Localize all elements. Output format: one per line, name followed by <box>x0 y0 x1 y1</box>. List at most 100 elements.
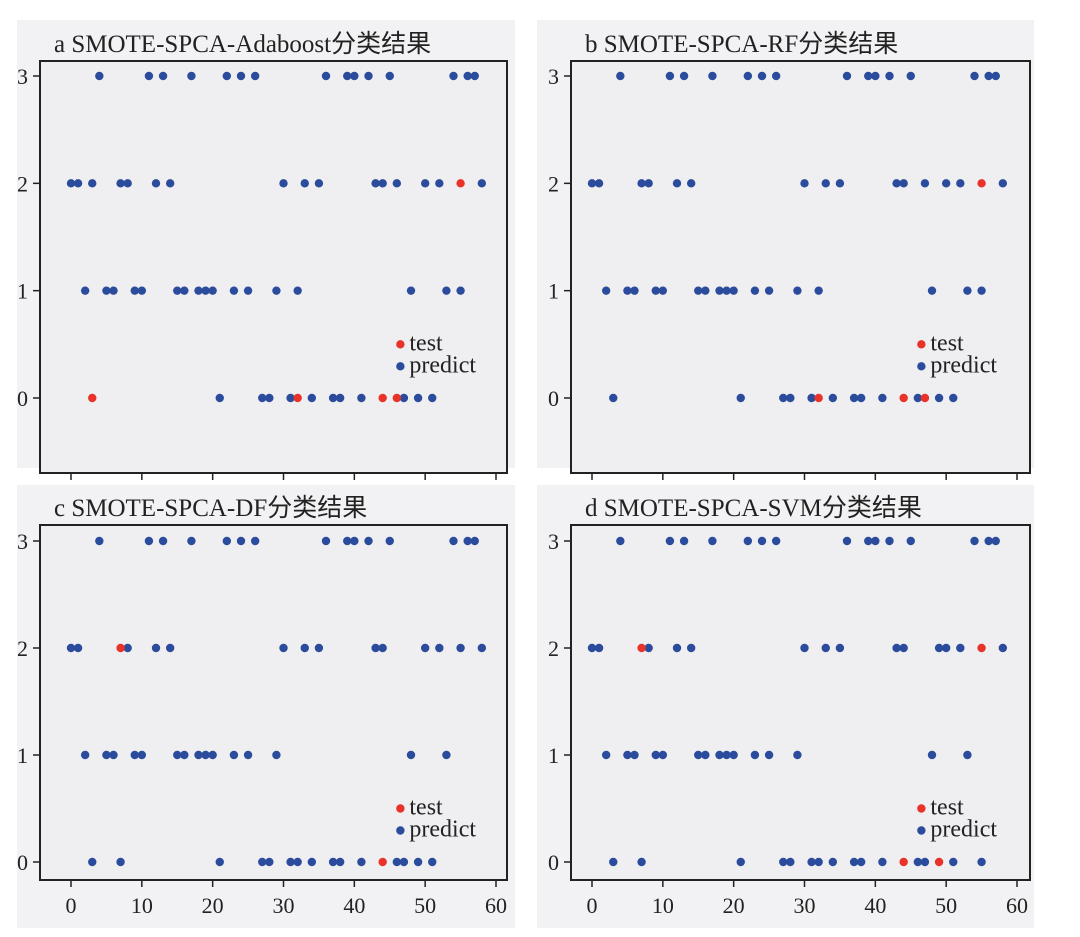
predict-point <box>984 71 993 81</box>
x-tick-label: 30 <box>273 893 295 918</box>
legend-marker-test <box>396 340 405 349</box>
predict-point <box>95 536 104 546</box>
plot-frame <box>39 524 508 881</box>
predict-point <box>215 393 224 403</box>
predict-point <box>279 643 288 653</box>
predict-point <box>679 536 689 546</box>
predict-point <box>300 643 309 653</box>
predict-point <box>130 286 139 295</box>
y-tick-label: 1 <box>17 279 28 304</box>
predict-point <box>665 536 675 546</box>
chart-panel: a SMOTE-SPCA-Adaboost分类结果010203040506001… <box>17 20 515 511</box>
y-tick-label: 2 <box>17 636 28 661</box>
predict-point <box>80 286 90 295</box>
legend-marker-test <box>917 804 926 813</box>
legend-marker-predict <box>917 826 926 835</box>
x-tick-label: 0 <box>66 893 77 918</box>
legend-label-predict: predict <box>409 352 476 378</box>
predict-point <box>286 857 295 867</box>
predict-point <box>449 71 458 81</box>
test-point <box>934 857 944 867</box>
predict-point <box>941 643 951 653</box>
predict-point <box>406 750 416 760</box>
predict-point <box>694 750 703 760</box>
predict-point <box>399 857 409 867</box>
x-tick-label: 50 <box>935 893 957 918</box>
predict-point <box>729 750 738 760</box>
predict-point <box>708 71 717 81</box>
predict-point <box>357 857 366 867</box>
predict-point <box>109 750 118 760</box>
test-point <box>378 857 387 867</box>
predict-point <box>686 643 696 653</box>
legend-label-predict: predict <box>930 352 997 378</box>
predict-point <box>771 71 781 81</box>
predict-point <box>477 179 487 188</box>
predict-point <box>215 857 224 867</box>
predict-point <box>764 750 774 760</box>
predict-point <box>194 750 203 760</box>
predict-point <box>694 286 703 295</box>
predict-point <box>123 643 132 653</box>
predict-point <box>956 643 965 653</box>
chart-panel: d SMOTE-SPCA-SVM分类结果 0 10 20 30 40 50 60 0 1 2 3 tes… <box>537 485 1034 928</box>
predict-point <box>428 857 437 867</box>
predict-point <box>651 750 660 760</box>
y-tick-label: 0 <box>17 386 28 411</box>
predict-point <box>708 536 717 546</box>
predict-point <box>456 643 465 653</box>
x-tick-label: 20 <box>202 893 224 918</box>
y-tick-label: 2 <box>548 171 559 196</box>
x-tick-label: 30 <box>794 893 816 918</box>
predict-point <box>243 750 253 760</box>
x-tick-label: 10 <box>131 893 153 918</box>
predict-point <box>658 286 668 295</box>
predict-point <box>165 179 175 188</box>
predict-point <box>66 179 76 188</box>
predict-point <box>116 179 125 188</box>
predict-point <box>321 71 331 81</box>
predict-point <box>250 71 260 81</box>
predict-point <box>835 179 845 188</box>
predict-point <box>779 857 788 867</box>
x-tick-label: 60 <box>485 893 507 918</box>
predict-point <box>343 71 352 81</box>
y-tick-label: 3 <box>17 64 28 89</box>
x-tick-label: 50 <box>414 893 436 918</box>
predict-point <box>144 536 154 546</box>
predict-point <box>371 643 380 653</box>
predict-point <box>378 179 387 188</box>
predict-point <box>350 71 359 81</box>
predict-point <box>357 393 366 403</box>
predict-point <box>286 393 295 403</box>
predict-point <box>594 179 604 188</box>
predict-point <box>757 536 767 546</box>
y-tick-label: 3 <box>548 529 559 554</box>
predict-point <box>878 393 887 403</box>
predict-point <box>265 857 274 867</box>
predict-point <box>385 536 394 546</box>
predict-point <box>73 179 83 188</box>
plot-frame <box>39 60 508 474</box>
predict-point <box>715 286 724 295</box>
predict-point <box>229 286 239 295</box>
predict-point <box>378 643 387 653</box>
predict-point <box>644 179 653 188</box>
predict-point <box>949 393 958 403</box>
predict-point <box>144 71 154 81</box>
predict-point <box>406 286 416 295</box>
predict-point <box>88 179 97 188</box>
predict-point <box>420 179 430 188</box>
predict-point <box>130 750 139 760</box>
predict-point <box>151 643 161 653</box>
predict-point <box>335 393 345 403</box>
predict-point <box>899 179 908 188</box>
predict-point <box>187 71 196 81</box>
predict-point <box>927 286 937 295</box>
predict-point <box>201 286 210 295</box>
predict-point <box>771 536 781 546</box>
chart-title: a SMOTE-SPCA-Adaboost分类结果 <box>54 30 431 58</box>
predict-point <box>800 179 809 188</box>
predict-point <box>449 536 458 546</box>
